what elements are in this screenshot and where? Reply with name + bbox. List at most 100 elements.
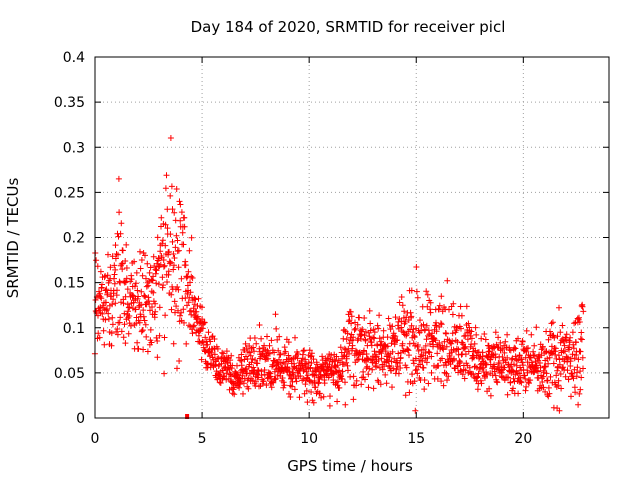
data-point — [308, 350, 315, 357]
data-point — [186, 322, 192, 329]
data-point — [546, 354, 553, 361]
data-point — [251, 348, 257, 355]
data-point — [367, 327, 374, 334]
data-point — [198, 340, 205, 346]
data-point — [336, 384, 343, 391]
data-point — [162, 312, 169, 319]
data-point — [457, 359, 464, 365]
data-point — [405, 347, 412, 354]
data-point — [576, 390, 583, 397]
data-point — [347, 308, 354, 315]
data-point — [200, 320, 207, 327]
data-point — [186, 308, 193, 315]
data-point — [366, 365, 373, 372]
data-point — [468, 335, 475, 342]
data-point — [362, 328, 369, 335]
data-point — [365, 355, 372, 362]
data-point — [117, 230, 124, 237]
data-point — [174, 237, 181, 244]
data-point — [436, 340, 443, 346]
data-point — [458, 312, 465, 319]
data-point — [178, 275, 185, 282]
data-point — [104, 306, 110, 312]
data-point — [533, 324, 540, 331]
data-point — [433, 328, 440, 335]
data-point — [378, 355, 385, 362]
data-point — [159, 237, 166, 244]
data-point — [494, 379, 501, 386]
data-point — [277, 351, 284, 358]
data-point — [254, 360, 261, 367]
data-point — [139, 327, 146, 334]
data-point — [147, 307, 153, 314]
data-point — [343, 355, 350, 362]
y-tick-label: 0.2 — [63, 231, 85, 247]
data-point — [373, 353, 380, 360]
data-point — [103, 286, 110, 293]
data-point — [248, 359, 255, 366]
data-point — [109, 253, 116, 260]
data-point — [515, 335, 521, 342]
data-point — [544, 377, 551, 384]
data-point — [281, 382, 288, 389]
data-point — [401, 308, 408, 315]
data-point — [327, 393, 333, 400]
data-point — [99, 281, 105, 288]
data-point — [545, 360, 552, 367]
data-point — [173, 232, 180, 239]
data-point — [350, 373, 357, 380]
data-point — [540, 373, 547, 380]
data-point — [119, 247, 126, 254]
data-point — [505, 374, 512, 381]
data-point — [404, 346, 411, 353]
data-point — [468, 328, 475, 335]
data-point — [233, 371, 240, 378]
data-point — [349, 342, 356, 349]
data-point — [240, 380, 247, 387]
data-point — [524, 369, 531, 376]
data-point — [195, 295, 202, 302]
data-point — [139, 272, 146, 279]
y-tick-label: 0.4 — [63, 50, 85, 66]
data-point — [109, 321, 116, 328]
data-point — [398, 318, 405, 325]
data-point — [538, 346, 545, 353]
data-point — [540, 384, 547, 391]
data-point — [171, 209, 178, 216]
data-point — [282, 348, 289, 355]
data-point — [108, 342, 115, 349]
data-point — [365, 371, 372, 378]
data-point — [122, 258, 129, 264]
data-point — [487, 392, 494, 399]
data-point — [504, 391, 511, 398]
data-point — [302, 381, 309, 388]
x-tick-label: 0 — [91, 431, 100, 447]
data-point — [330, 371, 337, 378]
data-point — [446, 306, 452, 313]
data-point — [425, 348, 432, 355]
data-point — [422, 326, 429, 333]
data-point — [424, 355, 431, 361]
data-point — [378, 338, 385, 345]
data-point — [171, 298, 178, 305]
data-point — [175, 307, 181, 314]
data-point — [428, 353, 435, 360]
data-point — [345, 367, 351, 374]
data-point — [545, 384, 552, 391]
data-point — [449, 330, 456, 337]
data-point — [276, 356, 282, 363]
data-point — [142, 321, 149, 328]
data-point — [292, 334, 298, 341]
data-point — [475, 370, 482, 377]
data-point — [242, 366, 249, 373]
data-point — [273, 325, 280, 332]
data-point — [527, 377, 534, 384]
data-point — [453, 327, 460, 334]
data-point — [150, 289, 157, 296]
data-point — [447, 361, 454, 368]
data-point — [491, 361, 498, 368]
data-point — [228, 352, 235, 359]
data-point — [220, 350, 227, 357]
data-point — [485, 348, 492, 355]
